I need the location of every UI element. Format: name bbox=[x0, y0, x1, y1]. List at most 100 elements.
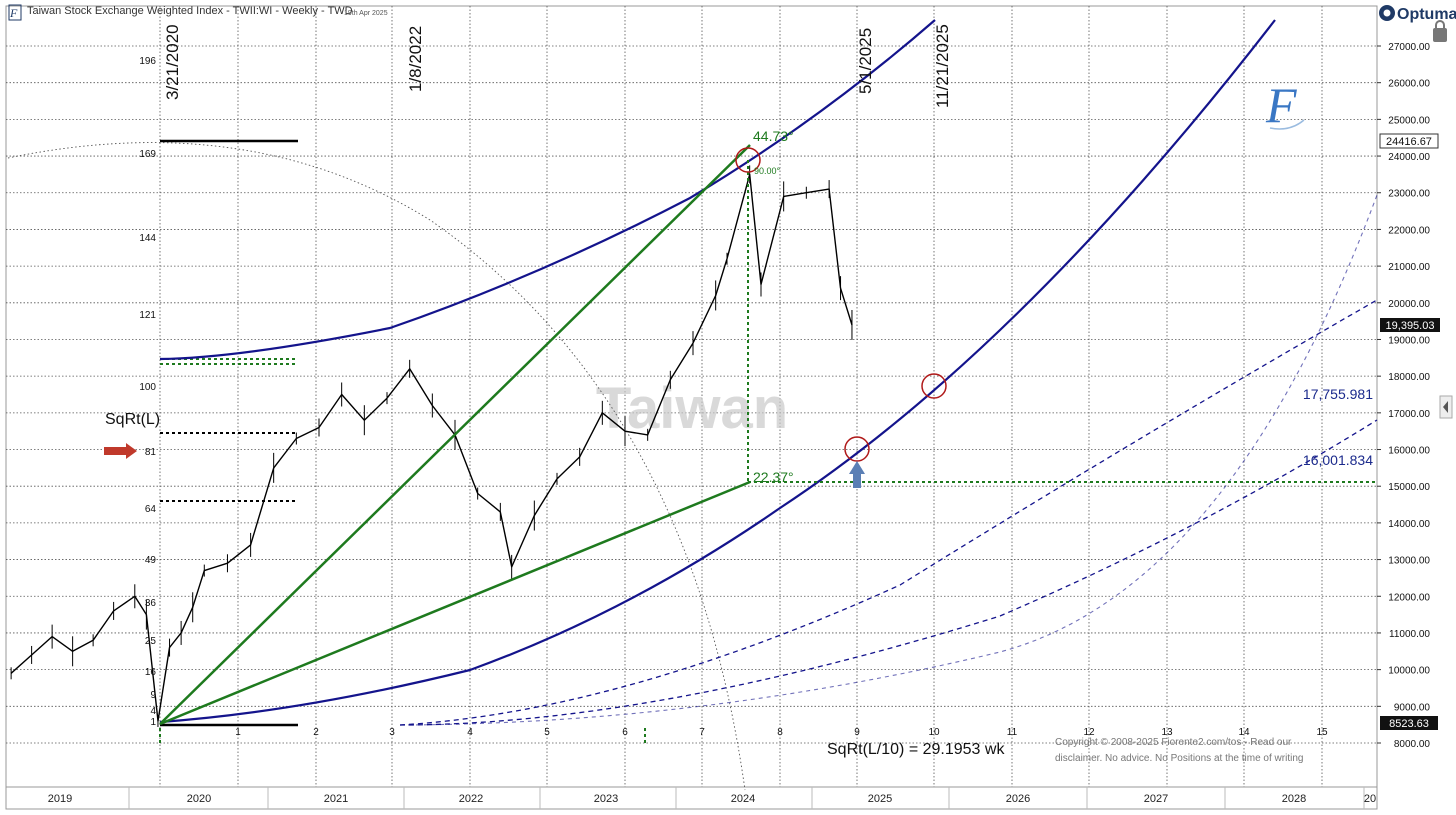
chart-title: Taiwan Stock Exchange Weighted Index - T… bbox=[27, 5, 353, 17]
year-axis-band bbox=[5, 786, 1378, 810]
count-axis-label: 11 bbox=[1007, 727, 1018, 738]
angle-small-label: 90.00° bbox=[754, 166, 781, 176]
optuma-logo-icon bbox=[1379, 5, 1395, 21]
count-axis-label: 3 bbox=[389, 727, 395, 738]
count-axis-label: 10 bbox=[928, 727, 940, 738]
price-box-current: 19,395.03 bbox=[1380, 318, 1440, 332]
sqrt-label: SqRt(L) bbox=[105, 411, 160, 428]
left-axis-label: 144 bbox=[139, 233, 156, 244]
left-axis-label: 25 bbox=[145, 636, 157, 647]
right-axis-label: 20000.00 bbox=[1388, 299, 1430, 310]
left-axis-label: 121 bbox=[139, 310, 156, 321]
left-axis-label: 16 bbox=[145, 667, 157, 678]
copyright-line-2: disclaimer. No advice. No Positions at t… bbox=[1055, 753, 1303, 764]
year-label: 2020 bbox=[187, 793, 211, 805]
count-axis-label: 9 bbox=[854, 727, 860, 738]
left-axis-label: 49 bbox=[145, 555, 157, 566]
green-line-high bbox=[159, 144, 751, 725]
count-axis-label: 1 bbox=[235, 727, 241, 738]
dotted-arc bbox=[7, 142, 746, 791]
year-label: 2023 bbox=[594, 793, 618, 805]
left-axis-label: 1 bbox=[150, 717, 156, 728]
price-box-high: 24416.67 bbox=[1379, 133, 1439, 149]
count-axis-label: 14 bbox=[1238, 727, 1250, 738]
count-axis-label: 8 bbox=[777, 727, 783, 738]
header-logo-icon: F bbox=[8, 4, 22, 21]
svg-text:F: F bbox=[9, 6, 18, 20]
date-label-4: 11/21/2025 bbox=[933, 24, 952, 108]
right-axis-label: 21000.00 bbox=[1388, 262, 1430, 273]
left-axis-label: 196 bbox=[139, 56, 156, 67]
right-axis-label: 12000.00 bbox=[1388, 592, 1430, 603]
year-label: 2027 bbox=[1144, 793, 1168, 805]
count-axis-label: 7 bbox=[699, 727, 705, 738]
svg-text:F: F bbox=[1265, 77, 1297, 133]
price-series bbox=[10, 165, 853, 727]
count-axis-label: 6 bbox=[622, 727, 628, 738]
left-axis-label: 81 bbox=[145, 447, 157, 458]
lower-parabola bbox=[159, 19, 1276, 724]
blue-arrow-icon bbox=[849, 461, 865, 488]
count-axis-label: 15 bbox=[1316, 727, 1328, 738]
left-axis-label: 100 bbox=[139, 382, 156, 393]
year-label: 2024 bbox=[731, 793, 755, 805]
level-2-label: 16,001.834 bbox=[1303, 452, 1373, 468]
year-label: 2019 bbox=[48, 793, 72, 805]
count-axis-label: 13 bbox=[1161, 727, 1173, 738]
red-arrow-icon bbox=[104, 443, 137, 459]
count-axis-label: 5 bbox=[544, 727, 550, 738]
right-axis-label: 14000.00 bbox=[1388, 519, 1430, 530]
right-axis-label: 17000.00 bbox=[1388, 409, 1430, 420]
year-label: 2028 bbox=[1282, 793, 1306, 805]
svg-text:8523.63: 8523.63 bbox=[1389, 718, 1429, 730]
year-axis: 2019 2020 2021 2022 2023 2024 2025 2026 2027 2028… bbox=[48, 787, 1376, 809]
right-axis-label: 27000.00 bbox=[1388, 42, 1430, 53]
right-axis-label: 25000.00 bbox=[1388, 115, 1430, 126]
collapse-panel-icon[interactable] bbox=[1439, 395, 1453, 419]
copyright-line-1: Copyright © 2008-2025 Fiorente2.com/tos … bbox=[1055, 737, 1292, 748]
chart-date: 19th Apr 2025 bbox=[344, 10, 388, 17]
brand-name: Optuma bbox=[1397, 6, 1456, 23]
formula-label: SqRt(L/10) = 29.1953 wk bbox=[827, 741, 1005, 758]
price-box-low: 8523.63 bbox=[1380, 716, 1438, 730]
dashed-parabola-2 bbox=[399, 419, 1378, 726]
grid bbox=[6, 6, 1377, 787]
dashed-parabola-3 bbox=[399, 194, 1378, 726]
bottom-count-axis: 1 2 3 4 5 6 7 8 9 10 11 12 13 14 15 bbox=[235, 727, 1328, 738]
date-label-2: 1/8/2022 bbox=[406, 26, 425, 92]
date-label-3: 5/1/2025 bbox=[856, 28, 875, 94]
lock-icon[interactable] bbox=[1433, 20, 1447, 42]
right-axis-label: 9000.00 bbox=[1394, 702, 1431, 713]
dashed-parabola-1 bbox=[399, 299, 1378, 726]
right-axis-label: 16000.00 bbox=[1388, 446, 1430, 457]
right-axis-label: 15000.00 bbox=[1388, 482, 1430, 493]
year-label: 2026 bbox=[1006, 793, 1030, 805]
left-axis-label: 169 bbox=[139, 149, 156, 160]
right-axis: 8000.00 9000.00 10000.00 11000.00 12000.00 13… bbox=[1377, 42, 1430, 750]
right-axis-label: 10000.00 bbox=[1388, 666, 1430, 677]
left-axis-label: 9 bbox=[150, 690, 156, 701]
year-label: 2022 bbox=[459, 793, 483, 805]
right-axis-label: 23000.00 bbox=[1388, 189, 1430, 200]
left-axis-label: 36 bbox=[145, 598, 157, 609]
left-axis-label: 64 bbox=[145, 504, 157, 515]
price-line bbox=[10, 173, 853, 722]
year-label: 20 bbox=[1364, 793, 1376, 805]
right-axis-label: 18000.00 bbox=[1388, 372, 1430, 383]
red-circle-peak bbox=[735, 147, 761, 173]
year-label: 2025 bbox=[868, 793, 892, 805]
date-label-1: 3/21/2020 bbox=[163, 24, 182, 100]
right-axis-label: 26000.00 bbox=[1388, 79, 1430, 90]
signature-logo: F bbox=[1265, 77, 1305, 133]
angle-high-label: 44.73° bbox=[753, 128, 794, 144]
right-axis-label: 11000.00 bbox=[1389, 629, 1430, 640]
angle-low-label: 22.37° bbox=[753, 469, 794, 485]
svg-text:24416.67: 24416.67 bbox=[1386, 136, 1432, 148]
left-axis-label: 4 bbox=[150, 706, 156, 717]
right-axis-label: 19000.00 bbox=[1388, 335, 1430, 346]
count-axis-label: 12 bbox=[1083, 727, 1095, 738]
right-axis-label: 8000.00 bbox=[1394, 739, 1431, 750]
count-axis-label: 4 bbox=[467, 727, 473, 738]
